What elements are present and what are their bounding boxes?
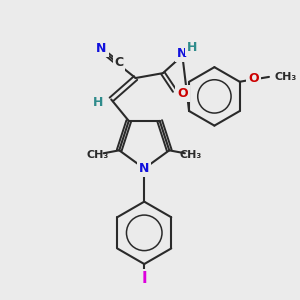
Text: H: H	[187, 41, 197, 54]
Text: CH₃: CH₃	[275, 72, 297, 82]
Text: CH₃: CH₃	[87, 150, 109, 160]
Text: O: O	[177, 87, 188, 100]
Text: O: O	[248, 72, 259, 86]
Text: I: I	[141, 271, 147, 286]
Text: N: N	[177, 47, 188, 60]
Text: H: H	[93, 96, 104, 109]
Text: N: N	[139, 162, 149, 175]
Text: C: C	[115, 56, 124, 69]
Text: N: N	[96, 42, 107, 55]
Text: CH₃: CH₃	[180, 150, 202, 160]
